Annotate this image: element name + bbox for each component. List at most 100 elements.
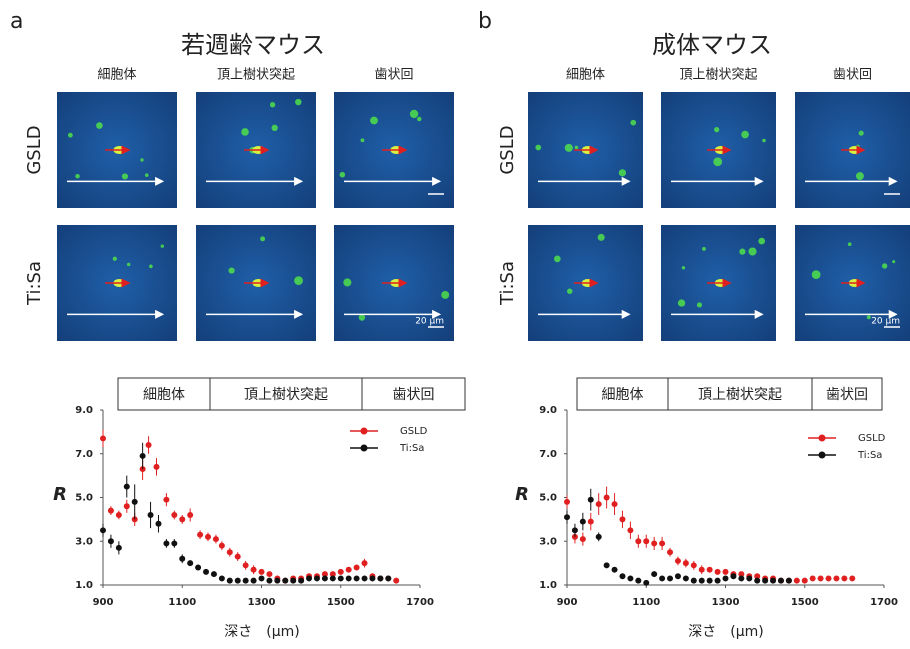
data-point [140,453,146,459]
data-point [227,549,233,555]
data-point [163,497,169,503]
data-point [330,575,336,581]
data-point [675,573,681,579]
data-point [314,575,320,581]
row-label: Ti:Sa [24,261,45,306]
data-point [604,562,610,568]
data-point [723,575,729,581]
cell [741,131,749,139]
data-point [770,578,776,584]
data-point [778,578,784,584]
figure: a若週齢マウス細胞体頂上樹状突起歯状回GSLDTi:Sa20 μm細胞体頂上樹状… [0,0,910,645]
data-point [683,560,689,566]
cell [758,238,765,245]
data-point [667,575,673,581]
cell [113,257,117,261]
data-point [786,578,792,584]
data-point [274,578,280,584]
x-tick-label: 1700 [870,597,898,608]
data-point [627,527,633,533]
data-point [738,575,744,581]
data-point [810,575,816,581]
data-point [259,569,265,575]
data-point [699,578,705,584]
data-point [794,578,800,584]
column-label: 細胞体 [566,68,605,83]
data-point [369,575,375,581]
data-point [108,508,114,514]
data-point [715,578,721,584]
cell [96,122,103,129]
cell [762,139,766,143]
x-tick-label: 1700 [406,597,434,608]
row-label: GSLD [24,125,45,174]
cell [161,244,164,247]
data-point [651,540,657,546]
cell [575,146,579,150]
data-point [187,512,193,518]
data-point [659,540,665,546]
cell [241,128,249,136]
data-point [612,501,618,507]
cell [410,110,418,118]
data-point [124,484,130,490]
data-point [205,534,211,540]
data-point [572,527,578,533]
x-tick-label: 1100 [168,597,196,608]
data-point [227,578,233,584]
data-point [298,578,304,584]
data-point [251,578,257,584]
legend-marker [819,452,826,459]
cell [535,145,541,151]
cell [417,117,421,121]
data-point [251,567,257,573]
region-label: 頂上樹状突起 [244,387,328,403]
data-point [699,567,705,573]
cell [678,299,685,306]
y-tick-label: 5.0 [539,493,557,504]
data-point [393,578,399,584]
cell [848,242,852,246]
legend-label: GSLD [858,433,886,444]
data-point [580,536,586,542]
data-point [849,575,855,581]
data-point [596,501,602,507]
data-point [643,580,649,586]
y-tick-label: 1.0 [539,580,557,591]
cell [812,270,821,279]
data-point [354,575,360,581]
cell [856,172,864,180]
region-label: 歯状回 [393,387,435,403]
data-point [235,554,241,560]
y-tick-label: 5.0 [75,493,93,504]
x-tick-label: 1300 [248,597,276,608]
legend-label: GSLD [400,426,428,437]
data-point [243,562,249,568]
cell [714,127,719,132]
data-point [197,532,203,538]
data-point [635,538,641,544]
data-point [146,442,152,448]
cell [882,263,887,268]
data-point [385,575,391,581]
data-point [762,578,768,584]
row-label: GSLD [497,125,518,174]
cell [892,260,895,263]
data-point [163,540,169,546]
x-axis-label: 深さ (μm) [224,624,299,640]
data-point [730,573,736,579]
cell [867,315,871,319]
cell [122,173,128,179]
data-point [155,521,161,527]
data-point [802,578,808,584]
data-point [588,519,594,525]
data-point [235,578,241,584]
data-point [362,575,368,581]
data-point [580,519,586,525]
y-axis-label: R [515,484,529,505]
panel-title: 若週齢マウス [181,31,325,59]
cell [359,314,365,320]
data-point [282,578,288,584]
region-label: 頂上樹状突起 [698,387,782,403]
data-point [619,516,625,522]
